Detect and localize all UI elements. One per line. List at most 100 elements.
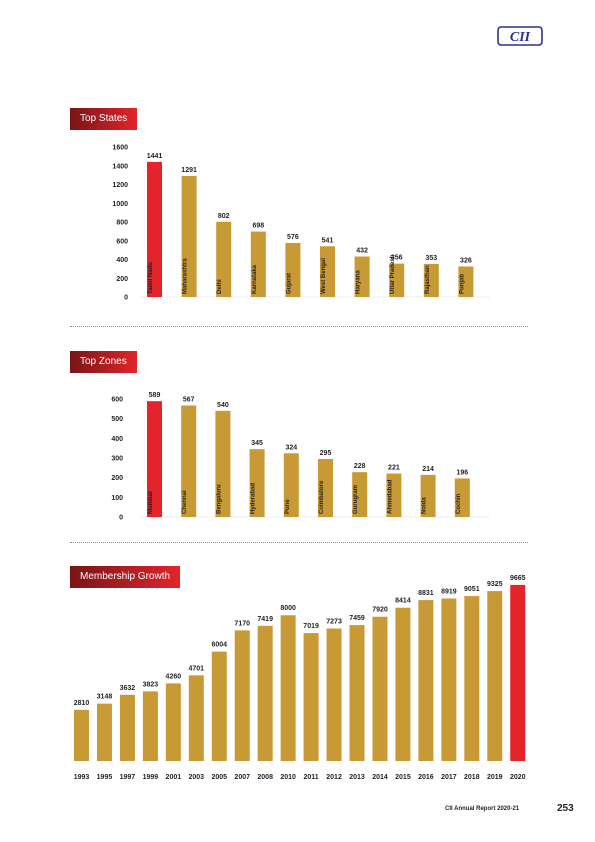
bar [458, 266, 474, 297]
logo-text: CII [510, 30, 531, 45]
data-label: 196 [456, 469, 468, 476]
data-label: 221 [388, 465, 400, 472]
y-tick-label: 200 [116, 276, 128, 283]
data-label: 802 [218, 213, 230, 220]
bar [423, 263, 439, 297]
data-label: 698 [252, 223, 264, 230]
data-label: 7019 [303, 623, 319, 630]
top-states-title: Top States [70, 108, 138, 130]
category-label: Karnataka [252, 264, 258, 294]
data-label: 8000 [280, 605, 296, 612]
x-tick-label: 2007 [234, 774, 250, 781]
bar [211, 651, 227, 761]
data-label: 2810 [74, 700, 90, 707]
x-tick-label: 1999 [143, 774, 159, 781]
data-label: 345 [251, 440, 263, 447]
bar [119, 694, 135, 761]
x-tick-label: 2008 [257, 774, 273, 781]
data-label: 589 [149, 392, 161, 399]
data-label: 567 [183, 396, 195, 403]
category-label: Gujarat [286, 273, 292, 294]
category-label: Mumbai [148, 491, 154, 514]
x-tick-label: 2017 [441, 774, 457, 781]
bar [188, 675, 204, 761]
data-label: 7170 [234, 620, 250, 627]
category-label: Tamil Nadu [148, 262, 154, 294]
x-tick-label: 2014 [372, 774, 388, 781]
data-label: 356 [391, 255, 403, 262]
x-tick-label: 2018 [464, 774, 480, 781]
bar [318, 458, 333, 517]
membership-growth-title: Membership Growth [70, 566, 181, 588]
footer-report-name: CII Annual Report 2020-21 [445, 806, 520, 812]
data-label: 4260 [166, 673, 182, 680]
bar [74, 709, 89, 761]
category-label: Cochin [456, 493, 462, 514]
data-label: 228 [354, 463, 366, 470]
bar [386, 473, 402, 517]
data-label: 541 [322, 237, 334, 244]
category-label: West Bengal [321, 258, 327, 294]
y-tick-label: 0 [124, 295, 128, 302]
x-tick-label: 1995 [97, 774, 113, 781]
data-label: 7920 [372, 607, 388, 614]
data-label: 214 [422, 466, 434, 473]
y-tick-label: 0 [119, 515, 123, 522]
data-label: 9325 [487, 581, 503, 588]
bar [303, 633, 319, 761]
data-label: 1291 [181, 167, 197, 174]
category-label: Coimbatore [319, 480, 325, 514]
category-label: Uttar Pradesh [390, 254, 396, 294]
bar [326, 628, 342, 761]
bar [464, 596, 480, 761]
x-tick-label: 2012 [326, 774, 342, 781]
category-label: Haryana [356, 270, 362, 294]
y-tick-label: 500 [111, 416, 123, 423]
data-label: 324 [285, 444, 297, 451]
bar [395, 607, 411, 761]
category-label: Rajasthan [425, 265, 431, 294]
bar [389, 263, 405, 297]
data-label: 540 [217, 402, 229, 409]
bar [257, 625, 273, 761]
bar [441, 598, 457, 761]
bar [142, 691, 158, 761]
category-label: Gurugram [353, 485, 359, 514]
bar [216, 221, 232, 297]
data-label: 8831 [418, 590, 434, 597]
category-label: Ahmedabad [387, 479, 393, 514]
data-label: 9665 [510, 575, 526, 582]
y-tick-label: 400 [111, 436, 123, 443]
bar [283, 453, 299, 517]
y-tick-label: 1600 [112, 145, 128, 152]
category-label: Bengaluru [216, 484, 222, 514]
data-label: 576 [287, 234, 299, 241]
bar [165, 683, 181, 761]
x-tick-label: 2011 [304, 774, 319, 781]
x-tick-label: 2003 [189, 774, 205, 781]
top-zones-title: Top Zones [70, 351, 137, 373]
y-tick-label: 1000 [112, 201, 128, 208]
data-label: 432 [356, 248, 368, 255]
category-label: Noida [422, 497, 428, 514]
bar [354, 256, 370, 297]
x-tick-label: 2016 [418, 774, 434, 781]
bar [250, 231, 266, 297]
y-tick-label: 200 [111, 475, 123, 482]
page-number: 253 [557, 803, 574, 814]
bar [280, 615, 296, 761]
x-tick-label: 2019 [487, 774, 503, 781]
bar [352, 472, 368, 517]
x-tick-label: 1997 [120, 774, 136, 781]
bar [320, 246, 335, 297]
category-label: Maharashtra [183, 258, 189, 294]
bar [285, 243, 301, 297]
x-tick-label: 2020 [510, 774, 526, 781]
y-tick-label: 400 [116, 257, 128, 264]
bar [234, 630, 250, 761]
category-label: Hyderabad [251, 483, 257, 514]
data-label: 6004 [211, 642, 227, 649]
